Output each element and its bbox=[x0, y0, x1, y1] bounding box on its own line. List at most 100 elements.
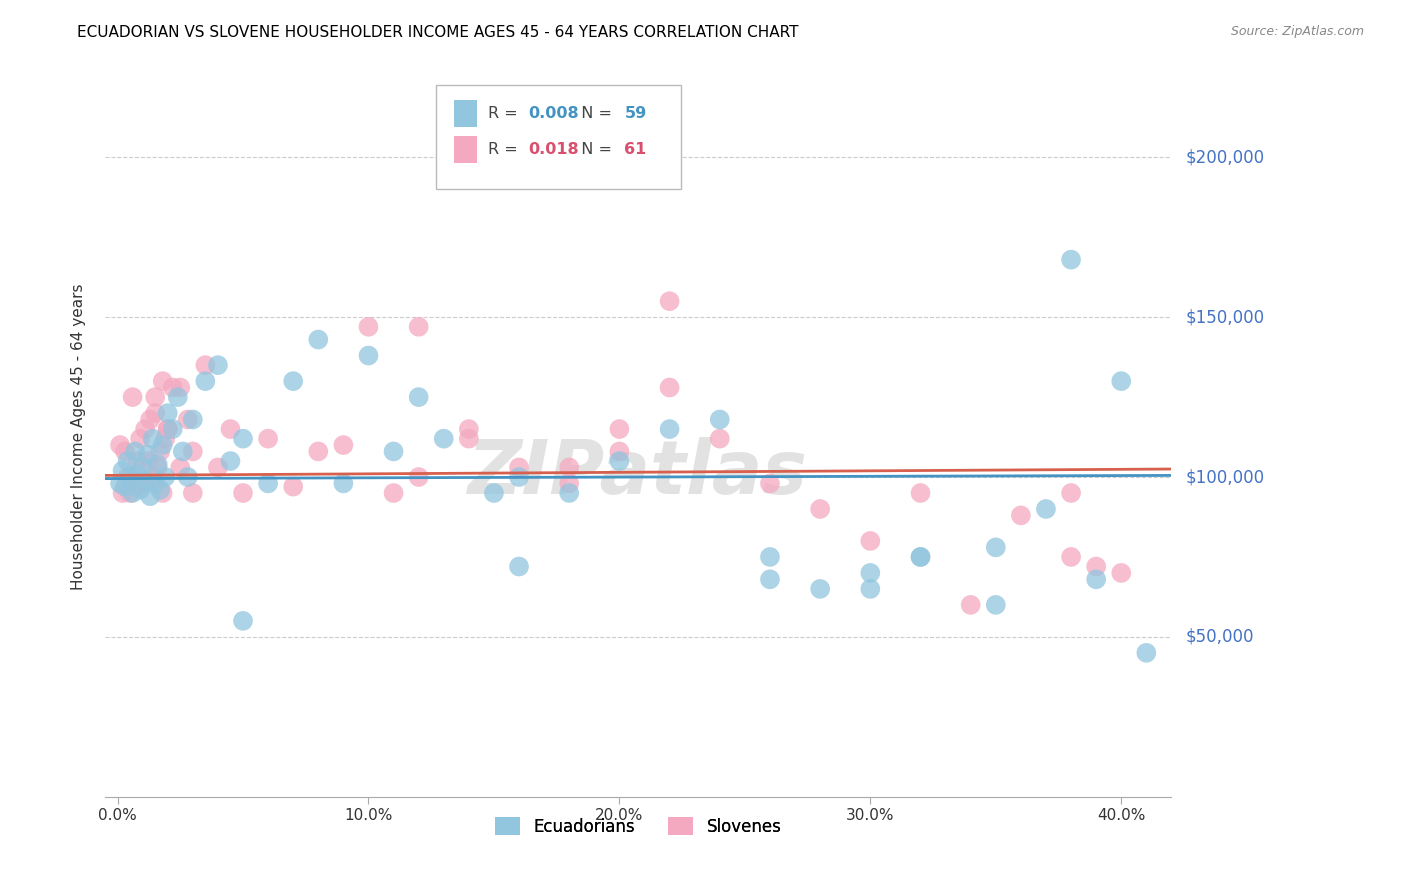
Point bbox=[357, 349, 380, 363]
Point bbox=[117, 470, 139, 484]
Legend: Ecuadorians, Slovenes: Ecuadorians, Slovenes bbox=[488, 811, 789, 842]
Point bbox=[143, 476, 166, 491]
Point bbox=[232, 432, 254, 446]
Point bbox=[1085, 572, 1108, 586]
Point bbox=[408, 319, 430, 334]
Point bbox=[609, 454, 631, 468]
Point bbox=[111, 464, 134, 478]
Point bbox=[155, 432, 177, 446]
Point bbox=[124, 444, 146, 458]
Point bbox=[117, 454, 139, 468]
Point bbox=[984, 598, 1007, 612]
Point bbox=[108, 476, 131, 491]
Point bbox=[156, 406, 179, 420]
Point bbox=[172, 444, 194, 458]
Text: 0.018: 0.018 bbox=[529, 142, 579, 157]
Point bbox=[134, 473, 156, 487]
Point bbox=[984, 541, 1007, 555]
Point bbox=[859, 582, 882, 596]
Point bbox=[181, 412, 204, 426]
Point bbox=[558, 486, 581, 500]
Point bbox=[143, 390, 166, 404]
Point bbox=[508, 470, 530, 484]
Point bbox=[134, 422, 156, 436]
Point bbox=[207, 358, 229, 372]
Point bbox=[1060, 486, 1083, 500]
Point bbox=[146, 460, 169, 475]
Point bbox=[808, 502, 831, 516]
Point bbox=[219, 454, 242, 468]
Point bbox=[1060, 252, 1083, 267]
Point bbox=[142, 470, 165, 484]
Point bbox=[257, 476, 280, 491]
Text: $100,000: $100,000 bbox=[1185, 468, 1264, 486]
Point bbox=[658, 294, 681, 309]
Point bbox=[759, 549, 782, 564]
Point bbox=[859, 533, 882, 548]
Point bbox=[114, 480, 136, 494]
Point bbox=[194, 358, 217, 372]
Point bbox=[139, 489, 162, 503]
Text: $50,000: $50,000 bbox=[1185, 628, 1254, 646]
Point bbox=[232, 486, 254, 500]
Point bbox=[177, 470, 200, 484]
Point bbox=[959, 598, 981, 612]
Point bbox=[457, 422, 479, 436]
Text: $150,000: $150,000 bbox=[1185, 308, 1264, 326]
Point bbox=[219, 422, 242, 436]
Point bbox=[143, 406, 166, 420]
Point bbox=[114, 444, 136, 458]
Point bbox=[149, 444, 172, 458]
Text: N =: N = bbox=[571, 142, 617, 157]
Text: 59: 59 bbox=[624, 106, 647, 121]
Text: 0.008: 0.008 bbox=[529, 106, 579, 121]
Point bbox=[152, 486, 174, 500]
Point bbox=[1035, 502, 1057, 516]
Point bbox=[508, 460, 530, 475]
Point bbox=[181, 486, 204, 500]
Text: R =: R = bbox=[488, 106, 523, 121]
Point bbox=[1010, 508, 1032, 523]
Point bbox=[124, 480, 146, 494]
Point bbox=[127, 467, 149, 481]
Point bbox=[1109, 566, 1132, 580]
Point bbox=[332, 476, 354, 491]
Point bbox=[759, 572, 782, 586]
Point bbox=[609, 444, 631, 458]
Point bbox=[1109, 374, 1132, 388]
Point bbox=[136, 454, 159, 468]
Point bbox=[382, 444, 405, 458]
Point bbox=[357, 319, 380, 334]
Point bbox=[658, 380, 681, 394]
Point bbox=[169, 460, 191, 475]
Point bbox=[658, 422, 681, 436]
Point bbox=[156, 422, 179, 436]
Point bbox=[283, 480, 305, 494]
Point bbox=[709, 412, 731, 426]
Point bbox=[307, 444, 329, 458]
Point bbox=[139, 412, 162, 426]
Point bbox=[808, 582, 831, 596]
Point bbox=[131, 460, 153, 475]
Point bbox=[136, 448, 159, 462]
Point bbox=[120, 470, 142, 484]
Point bbox=[709, 432, 731, 446]
Text: 61: 61 bbox=[624, 142, 647, 157]
Point bbox=[482, 486, 505, 500]
Point bbox=[382, 486, 405, 500]
Point bbox=[169, 380, 191, 394]
Point bbox=[142, 432, 165, 446]
Point bbox=[1085, 559, 1108, 574]
Point bbox=[1060, 549, 1083, 564]
Point bbox=[609, 422, 631, 436]
Point bbox=[152, 374, 174, 388]
Point bbox=[166, 390, 188, 404]
Point bbox=[181, 444, 204, 458]
Text: ECUADORIAN VS SLOVENE HOUSEHOLDER INCOME AGES 45 - 64 YEARS CORRELATION CHART: ECUADORIAN VS SLOVENE HOUSEHOLDER INCOME… bbox=[77, 25, 799, 40]
FancyBboxPatch shape bbox=[436, 85, 681, 189]
Point bbox=[508, 559, 530, 574]
Point bbox=[131, 476, 153, 491]
Point bbox=[558, 476, 581, 491]
Text: N =: N = bbox=[571, 106, 617, 121]
Point bbox=[207, 460, 229, 475]
